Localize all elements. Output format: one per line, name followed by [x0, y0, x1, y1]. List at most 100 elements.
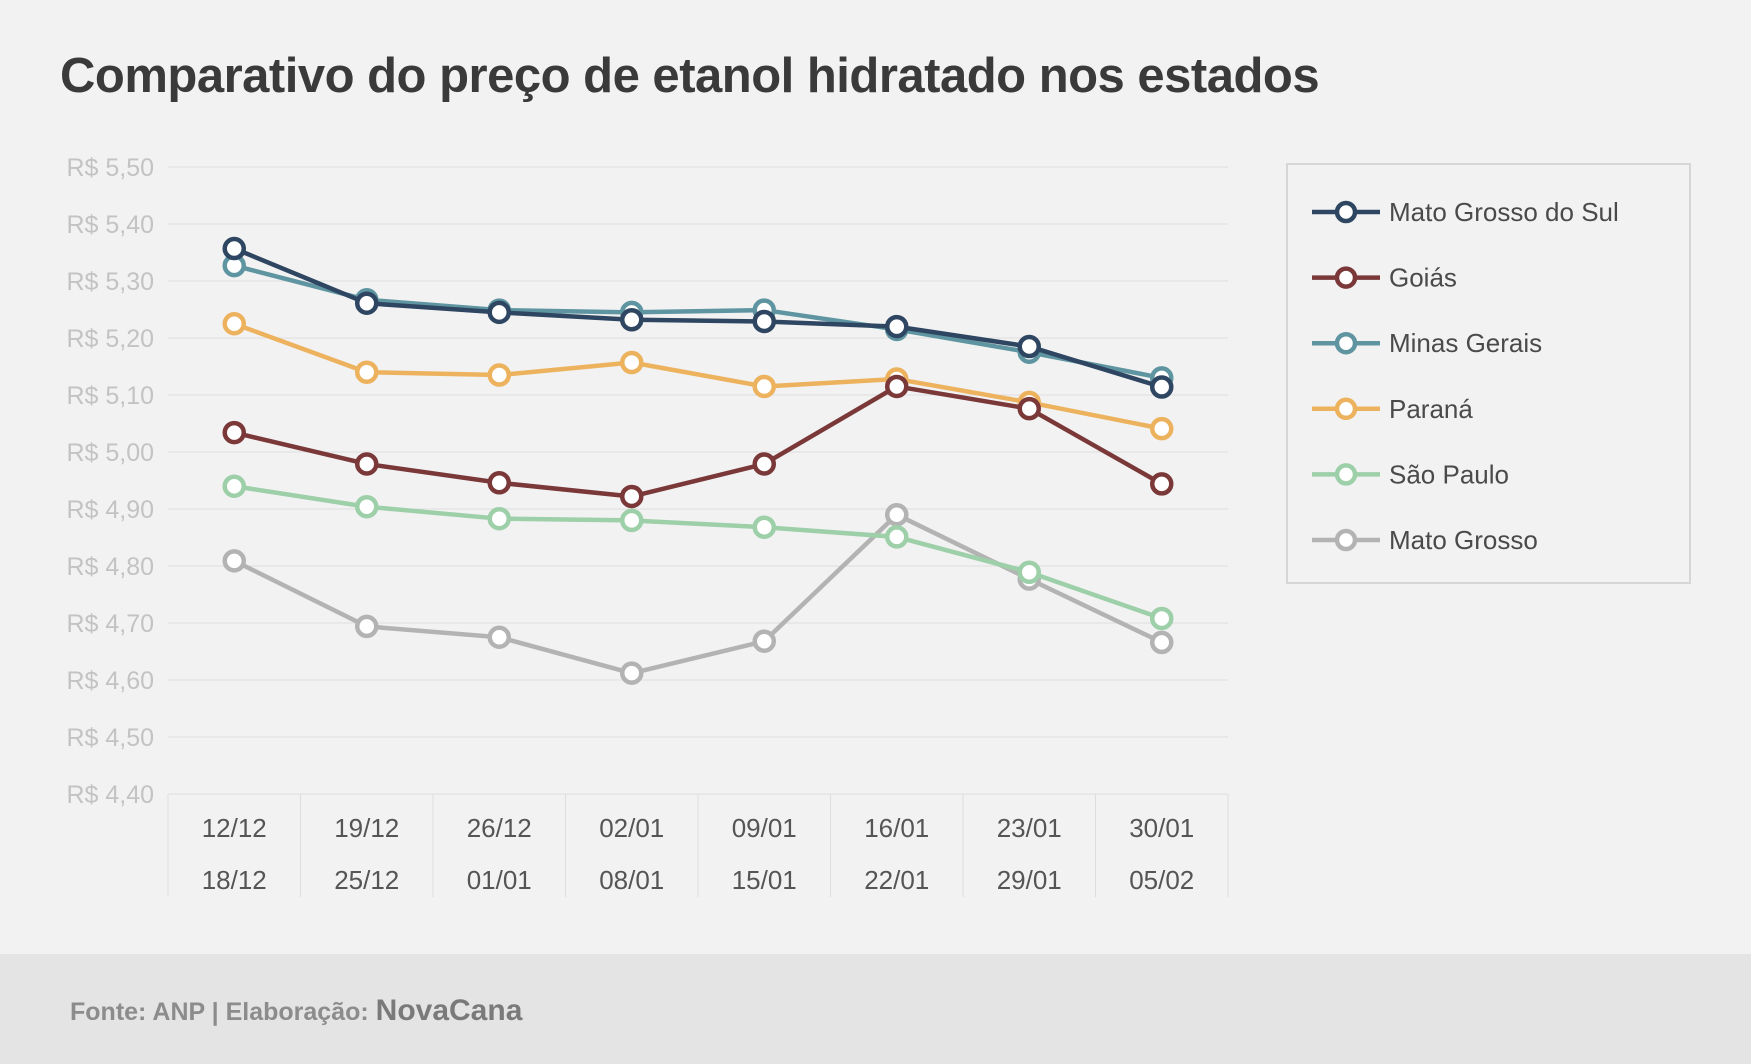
x-tick-label: 12/12: [202, 813, 267, 843]
series-goias: [222, 374, 1174, 509]
x-tick-label: 08/01: [599, 865, 664, 895]
data-point: [620, 661, 644, 685]
footer-source-text: Fonte: ANP | Elaboração:: [70, 998, 376, 1026]
footer: Fonte: ANP | Elaboração: NovaCana: [0, 954, 1751, 1064]
legend-marker: [1334, 528, 1358, 552]
data-point: [487, 363, 511, 387]
legend-item: São Paulo: [1312, 459, 1509, 489]
x-tick-label: 30/01: [1129, 813, 1194, 843]
x-tick-label: 09/01: [732, 813, 797, 843]
data-point: [222, 312, 246, 336]
legend-label: Mato Grosso do Sul: [1389, 197, 1619, 227]
x-tick-label: 16/01: [864, 813, 929, 843]
data-point: [885, 525, 909, 549]
legend-label: São Paulo: [1389, 459, 1509, 489]
legend: Mato Grosso do Sul Goiás Minas Gerais Paran…: [1286, 163, 1691, 584]
y-tick-label: R$ 5,00: [66, 439, 154, 467]
x-tick-label: 15/01: [732, 865, 797, 895]
y-tick-label: R$ 4,40: [66, 781, 154, 809]
data-point: [355, 614, 379, 639]
series-line: [233, 483, 1163, 621]
data-point: [487, 625, 511, 649]
grid-layer: R$ 5,50 R$ 5,40 R$ 5,30 R$ 5,20 R$ 5,10 R$ 5,…: [66, 154, 1229, 897]
legend-marker: [1334, 397, 1358, 421]
data-point: [1017, 334, 1041, 359]
series-line: [233, 263, 1163, 381]
y-tick-label: R$ 5,20: [66, 325, 154, 353]
footer-brand: NovaCana: [375, 994, 523, 1027]
data-point: [487, 471, 511, 495]
legend-item: Minas Gerais: [1312, 328, 1542, 358]
x-tick-label: 26/12: [467, 813, 532, 843]
series-layer: [222, 236, 1174, 685]
y-tick-label: R$ 5,50: [66, 154, 154, 182]
data-point: [1150, 416, 1174, 441]
chart-area: R$ 5,50 R$ 5,40 R$ 5,30 R$ 5,20 R$ 5,10 R$ 5,…: [66, 154, 1691, 897]
legend-marker: [1334, 331, 1358, 355]
series-mato-grosso: [222, 502, 1174, 685]
legend-box: [1286, 163, 1691, 584]
x-tick-label: 02/01: [599, 813, 664, 843]
series-line: [233, 321, 1163, 431]
data-point: [752, 309, 776, 334]
data-point: [222, 474, 246, 498]
data-point: [355, 452, 379, 476]
data-point: [355, 360, 379, 384]
series-sao-paulo: [222, 474, 1174, 631]
y-tick-label: R$ 4,80: [66, 553, 154, 581]
data-point: [885, 314, 909, 339]
legend-label: Goiás: [1389, 263, 1457, 293]
data-point: [885, 374, 909, 399]
data-point: [222, 236, 246, 261]
data-point: [1017, 396, 1041, 421]
data-point: [1017, 560, 1041, 585]
data-point: [752, 452, 776, 476]
x-tick-label: 29/01: [997, 865, 1062, 895]
series-mato-grosso-do-sul: [222, 236, 1174, 399]
data-point: [1150, 630, 1174, 655]
y-tick-label: R$ 4,90: [66, 496, 154, 524]
legend-item: Paraná: [1312, 394, 1473, 424]
x-tick-label: 23/01: [997, 813, 1062, 843]
legend-marker: [1334, 200, 1358, 224]
data-point: [752, 374, 776, 399]
legend-label: Paraná: [1389, 394, 1473, 424]
data-point: [752, 629, 776, 653]
legend-item: Goiás: [1312, 263, 1457, 293]
legend-marker: [1334, 463, 1358, 486]
legend-label: Minas Gerais: [1389, 328, 1542, 358]
y-tick-label: R$ 4,60: [66, 667, 154, 695]
legend-item: Mato Grosso do Sul: [1312, 197, 1619, 227]
legend-label: Mato Grosso: [1389, 525, 1538, 555]
data-point: [355, 494, 379, 519]
legend-item: Mato Grosso: [1312, 525, 1538, 555]
data-point: [1150, 375, 1174, 399]
data-point: [620, 484, 644, 509]
x-tick-label: 25/12: [334, 865, 399, 895]
data-point: [487, 506, 511, 531]
x-tick-label: 01/01: [467, 865, 532, 895]
data-point: [620, 508, 644, 533]
data-point: [222, 420, 246, 445]
data-point: [620, 350, 644, 375]
x-tick-label: 19/12: [334, 813, 399, 843]
series-line: [233, 384, 1163, 499]
footer-source: Fonte: ANP | Elaboração: NovaCana: [70, 994, 522, 1028]
data-point: [355, 291, 379, 315]
y-tick-label: R$ 4,50: [66, 724, 154, 752]
data-point: [620, 308, 644, 332]
data-point: [1150, 606, 1174, 631]
x-tick-label: 18/12: [202, 865, 267, 895]
data-point: [885, 502, 909, 527]
data-point: [752, 515, 776, 539]
y-tick-label: R$ 4,70: [66, 610, 154, 638]
y-tick-label: R$ 5,40: [66, 211, 154, 239]
x-tick-label: 05/02: [1129, 865, 1194, 895]
data-point: [222, 549, 246, 573]
series-line: [233, 512, 1163, 676]
legend-marker: [1334, 266, 1358, 289]
data-point: [487, 300, 511, 325]
x-tick-label: 22/01: [864, 865, 929, 895]
data-point: [1150, 472, 1174, 496]
y-tick-label: R$ 5,10: [66, 382, 154, 410]
